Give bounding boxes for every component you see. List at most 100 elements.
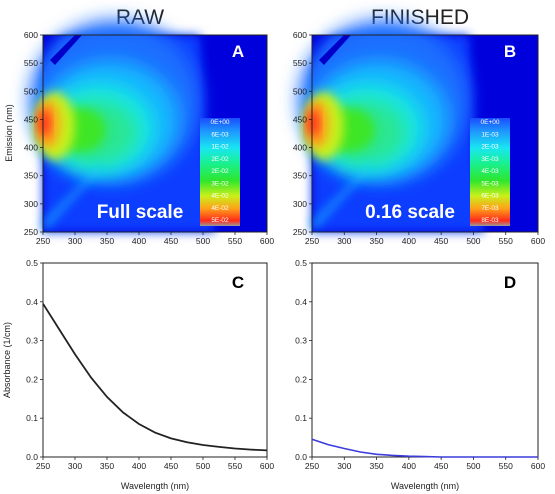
x-tick-label: 600 — [531, 461, 545, 471]
panel-label: B — [504, 42, 516, 61]
y-tick-label: 350 — [293, 171, 307, 181]
colorbar-label: 4E-02 — [211, 205, 229, 212]
x-tick-label: 500 — [466, 461, 480, 471]
x-tick-label: 600 — [260, 461, 274, 471]
scale-annotation: 0.16 scale — [365, 202, 455, 223]
axis-ticks: 250 300 350 400 450 500 550 600 250 300 350 400 450 5… — [24, 30, 275, 246]
y-tick-label: 0.4 — [26, 297, 38, 307]
x-axis-label: Wavelength (nm) — [391, 481, 459, 491]
scale-annotation: Full scale — [97, 202, 184, 223]
y-tick-label: 300 — [293, 199, 307, 209]
line-panel-d: D 250 300 350 400 450 500 550 600 0.0 0.1 0.2 0.3 0.… — [295, 258, 545, 491]
colorbar-label: 2E-03 — [481, 144, 499, 151]
x-tick-label: 450 — [164, 236, 178, 246]
absorbance-line — [42, 303, 268, 452]
colorbar-label: 1E-03 — [481, 131, 499, 138]
x-tick-label: 400 — [402, 236, 416, 246]
x-tick-label: 350 — [369, 461, 383, 471]
y-tick-label: 0.2 — [295, 374, 307, 384]
colorbar-label: 5E-02 — [211, 217, 229, 224]
x-tick-label: 500 — [466, 236, 480, 246]
y-tick-label: 0.0 — [295, 452, 307, 462]
y-tick-label: 0.3 — [295, 336, 307, 346]
heatmap-panel-b: 0E+00 1E-03 2E-03 3E-03 4E-03 5E-03 6E-03 7E-03… — [293, 20, 546, 246]
x-tick-label: 350 — [100, 236, 114, 246]
y-tick-label: 500 — [24, 86, 38, 96]
y-tick-label: 250 — [24, 227, 38, 237]
x-tick-label: 300 — [337, 461, 351, 471]
x-tick-label: 250 — [36, 461, 50, 471]
colorbar-label: 8E-03 — [481, 217, 499, 224]
x-tick-label: 500 — [196, 461, 210, 471]
x-tick-label: 600 — [260, 236, 274, 246]
axis-ticks: 250 300 350 400 450 500 550 600 250 300 350 400 450 5… — [293, 30, 546, 246]
colorbar-label: 6E-03 — [211, 131, 229, 138]
x-tick-label: 550 — [499, 461, 513, 471]
y-tick-label: 0.5 — [26, 258, 38, 268]
x-tick-label: 450 — [434, 461, 448, 471]
panel-label: D — [504, 273, 516, 292]
axis-ticks: 250 300 350 400 450 500 550 600 0.0 0.1 0.2 0.3 0.4 0… — [26, 258, 274, 471]
colorbar-label: 6E-03 — [481, 193, 499, 200]
y-tick-label: 600 — [293, 30, 307, 40]
x-tick-label: 250 — [305, 236, 319, 246]
plot-frame — [311, 262, 539, 458]
y-tick-label: 300 — [24, 199, 38, 209]
x-tick-label: 400 — [132, 236, 146, 246]
y-tick-label: 400 — [24, 143, 38, 153]
colorbar-label: 0E+00 — [211, 119, 230, 126]
y-tick-label: 0.0 — [26, 452, 38, 462]
x-tick-label: 350 — [100, 461, 114, 471]
panel-label: C — [232, 273, 244, 292]
plot-frame — [42, 262, 268, 458]
y-tick-label: 0.2 — [26, 374, 38, 384]
axis-ticks: 250 300 350 400 450 500 550 600 0.0 0.1 0.2 0.3 0.4 0… — [295, 258, 545, 471]
absorbance-line — [311, 438, 538, 458]
colorbar-label: 2E-02 — [211, 156, 229, 163]
colorbar — [470, 118, 510, 226]
colorbar-label: 1E-02 — [211, 144, 229, 151]
y-tick-label: 600 — [24, 30, 38, 40]
colorbar-label: 4E-02 — [211, 193, 229, 200]
colorbar — [200, 118, 240, 226]
y-tick-label: 550 — [24, 58, 38, 68]
y-axis-label: Emission (nm) — [4, 104, 14, 162]
y-tick-label: 0.1 — [295, 413, 307, 423]
colorbar-label: 3E-02 — [211, 180, 229, 187]
x-tick-label: 600 — [531, 236, 545, 246]
y-tick-label: 0.3 — [26, 336, 38, 346]
colorbar-label: 2E-02 — [211, 168, 229, 175]
x-tick-label: 350 — [369, 236, 383, 246]
y-tick-label: 400 — [293, 143, 307, 153]
x-tick-label: 450 — [164, 461, 178, 471]
colorbar-label: 5E-03 — [481, 180, 499, 187]
x-tick-label: 500 — [196, 236, 210, 246]
fluorescence-map — [299, 20, 484, 232]
y-tick-label: 0.4 — [295, 297, 307, 307]
colorbar-label: 7E-03 — [481, 205, 499, 212]
plot-frame — [42, 34, 268, 233]
y-tick-label: 250 — [293, 227, 307, 237]
x-tick-label: 550 — [228, 461, 242, 471]
x-tick-label: 250 — [305, 461, 319, 471]
y-tick-label: 350 — [24, 171, 38, 181]
colorbar-labels: 0E+00 6E-03 1E-02 2E-02 2E-02 3E-02 4E-02 4E-02… — [211, 119, 230, 224]
fluorescence-map — [30, 20, 215, 232]
y-axis-label: Absorbance (1/cm) — [2, 322, 12, 398]
x-tick-label: 400 — [132, 461, 146, 471]
y-tick-label: 450 — [293, 114, 307, 124]
heatmap-panel-a: 0E+00 6E-03 1E-02 2E-02 2E-02 3E-02 4E-02 4E-02… — [4, 20, 274, 246]
x-tick-label: 400 — [402, 461, 416, 471]
y-tick-label: 450 — [24, 114, 38, 124]
y-tick-label: 500 — [293, 86, 307, 96]
y-tick-label: 550 — [293, 58, 307, 68]
line-panel-c: C 250 300 350 400 450 500 550 600 0.0 0.1 0.2 0.3 0.… — [2, 258, 274, 491]
x-tick-label: 550 — [228, 236, 242, 246]
x-tick-label: 300 — [68, 236, 82, 246]
x-tick-label: 300 — [337, 236, 351, 246]
plot-frame — [311, 34, 539, 233]
x-tick-label: 450 — [434, 236, 448, 246]
x-axis-label: Wavelength (nm) — [121, 481, 189, 491]
x-tick-label: 250 — [36, 236, 50, 246]
